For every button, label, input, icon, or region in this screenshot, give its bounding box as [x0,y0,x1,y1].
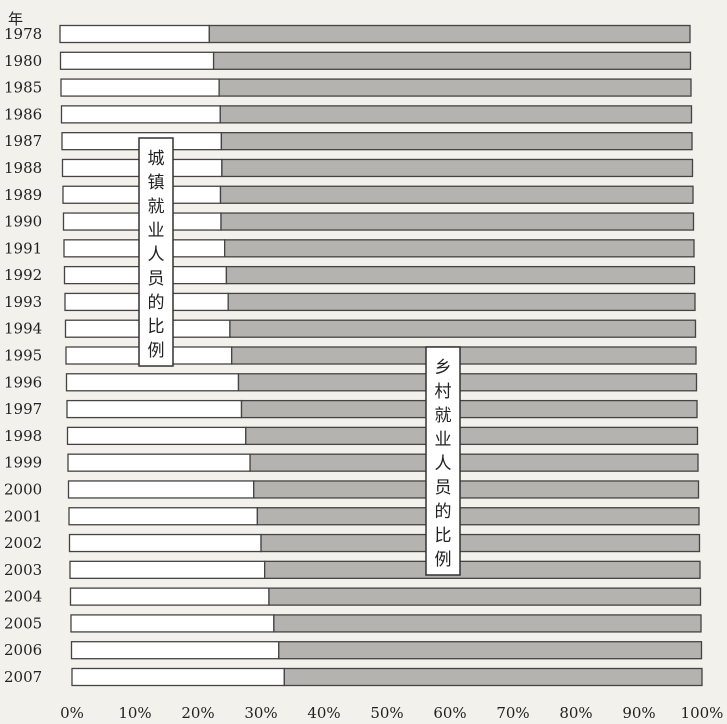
bar-rural-1991 [223,239,695,258]
year-label-1991: 1991 [4,239,42,257]
bar-urban-1986 [60,105,221,124]
year-label-2001: 2001 [4,507,42,525]
year-label-1978: 1978 [4,25,42,43]
bar-urban-1985 [60,78,220,97]
year-label-2005: 2005 [4,614,42,632]
bar-rural-1998 [245,426,699,446]
x-axis-ticks: 0% 10% 20% 30% 40% 50% 60% 70% 80% 90% 100% [60,704,723,722]
year-label-2002: 2002 [4,534,42,552]
bar-urban-1996 [65,373,240,392]
bar-rural-2004 [268,587,702,606]
annotation-urban-text: 城镇就业人员的比例 [148,149,165,361]
bar-rural-1987 [220,132,693,151]
year-label-1993: 1993 [4,293,42,311]
annotation-rural-text: 乡村就业人员的比例 [435,358,452,570]
y-axis-title: 年 [8,10,23,28]
year-label-1986: 1986 [4,105,42,123]
bar-rural-1985 [218,78,692,97]
bar-rural-1989 [219,185,694,204]
year-label-2003: 2003 [4,561,42,579]
year-label-1999: 1999 [4,454,42,472]
bar-urban-2005 [70,614,275,633]
bar-rural-1986 [219,105,693,124]
bar-rural-1995 [231,346,697,365]
bar-rural-2006 [278,641,703,660]
bar-rural-1996 [237,373,698,392]
bar-urban-2001 [68,507,259,526]
year-label-1980: 1980 [4,52,42,70]
x-tick-20: 20% [181,704,214,722]
bar-urban-1980 [59,51,215,70]
x-tick-0: 0% [60,704,84,722]
bar-rural-1990 [220,212,695,231]
year-label-2007: 2007 [4,668,42,686]
year-label-1994: 1994 [4,320,42,338]
x-tick-90: 90% [622,704,655,722]
bar-urban-2006 [70,641,280,660]
annotation-rural-box [425,346,461,576]
annotation-urban-box [138,137,174,367]
x-tick-10: 10% [118,704,151,722]
bar-urban-2002 [68,533,262,553]
bar-urban-1997 [66,399,243,419]
bar-urban-1998 [66,426,247,446]
bar-rural-2007 [283,667,703,687]
bar-urban-2003 [69,560,266,579]
x-tick-40: 40% [307,704,340,722]
year-label-2006: 2006 [4,641,42,659]
bar-rural-1992 [225,265,696,285]
x-tick-80: 80% [559,704,592,722]
x-tick-50: 50% [370,704,403,722]
year-label-1989: 1989 [4,186,42,204]
bar-rural-2002 [260,533,701,553]
bar-rural-2005 [273,614,702,633]
x-tick-30: 30% [244,704,277,722]
bar-rural-2003 [264,560,701,579]
bar-urban-1978 [59,24,210,44]
bar-urban-2004 [69,587,270,606]
bar-urban-1999 [67,453,251,472]
year-label-1992: 1992 [4,266,42,284]
bar-urban-2007 [71,667,285,687]
year-label-1995: 1995 [4,347,42,365]
year-label-1988: 1988 [4,159,42,177]
year-label-1987: 1987 [4,132,42,150]
year-label-1985: 1985 [4,79,42,97]
bar-rural-2000 [253,480,700,499]
bars-group: 1978 1980 1985 1986 1987 1988 1989 1990 1991 1992… [4,24,703,687]
bar-rural-1980 [212,51,692,70]
bar-rural-1999 [249,453,699,472]
year-label-1997: 1997 [4,400,42,418]
bar-rural-1997 [240,399,698,419]
x-tick-60: 60% [433,704,466,722]
x-tick-70: 70% [496,704,529,722]
x-tick-100: 100% [681,704,724,722]
bar-rural-2001 [256,507,700,526]
bar-rural-1978 [208,24,691,44]
year-label-2004: 2004 [4,588,42,606]
bar-rural-1993 [227,292,696,312]
bar-urban-2000 [67,480,255,499]
year-label-1998: 1998 [4,427,42,445]
bar-rural-1988 [221,158,694,178]
bar-rural-1994 [229,319,697,338]
year-label-1990: 1990 [4,213,42,231]
year-label-1996: 1996 [4,373,42,391]
year-label-2000: 2000 [4,480,42,498]
